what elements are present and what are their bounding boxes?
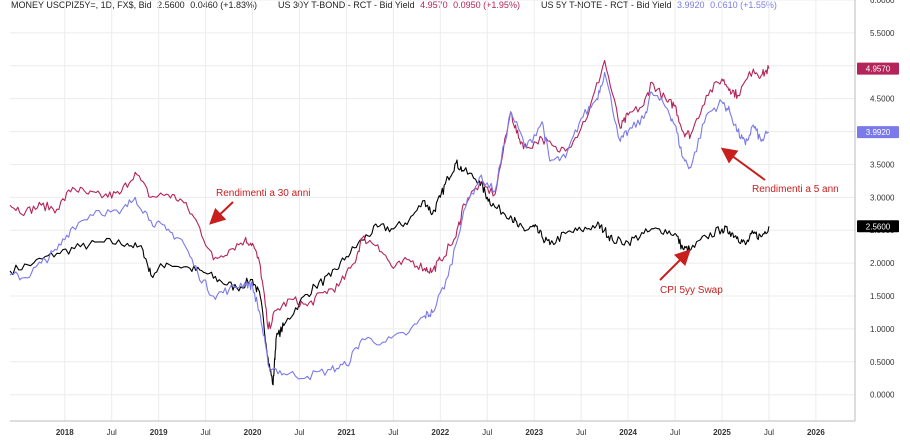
x-axis: 2018 Jul 2019 Jul 2020 Jul 2021 Jul 2022 Jul 2023 J… bbox=[10, 420, 855, 437]
annotation-cpi: CPI 5yy Swap bbox=[660, 285, 723, 296]
x-tick-label: Jul bbox=[200, 428, 210, 437]
last-value-tag-2 bbox=[857, 126, 899, 139]
series-line-0 bbox=[9, 159, 770, 386]
x-tick-label: Jul bbox=[107, 428, 117, 437]
x-tick-label: 2018 bbox=[56, 428, 74, 437]
y-tick-label: 1.5000 bbox=[870, 292, 895, 301]
series-line-1 bbox=[9, 59, 770, 330]
x-tick-label: Jul bbox=[670, 428, 680, 437]
annotations: Rendimenti a 30 anni Rendimenti a 5 ann CP… bbox=[209, 147, 839, 296]
y-tick-label: 4.5000 bbox=[870, 95, 895, 104]
x-tick-label: Jul bbox=[294, 428, 304, 437]
annotation-cpi-arrow bbox=[659, 249, 691, 281]
x-tick-label: 2020 bbox=[244, 428, 262, 437]
x-tick-label: 2022 bbox=[431, 428, 449, 437]
y-tick-label: 2.0000 bbox=[870, 259, 895, 268]
x-tick-label: Jul bbox=[482, 428, 492, 437]
y-tick-label: 1.0000 bbox=[870, 325, 895, 334]
legend-30y-value: 4.9570 bbox=[420, 0, 448, 10]
y-tick-label: 3.0000 bbox=[870, 193, 895, 202]
x-tick-label: Jul bbox=[388, 428, 398, 437]
x-tick-label: Jul bbox=[576, 428, 586, 437]
last-value-tag-1 bbox=[857, 62, 899, 75]
legend-cpi-value: 2.5600 bbox=[157, 0, 185, 10]
y-tick-label: 0.0000 bbox=[870, 391, 895, 400]
legend-5y-change: 0.0610 (+1.55%) bbox=[710, 0, 777, 10]
y-tick-label: 3.5000 bbox=[870, 160, 895, 169]
annotation-5y-arrow bbox=[720, 147, 766, 181]
x-tick-label: Jul bbox=[764, 428, 774, 437]
x-tick-label: 2024 bbox=[619, 428, 637, 437]
series-lines bbox=[9, 59, 770, 386]
legend-30y-change: 0.0950 (+1.95%) bbox=[453, 0, 520, 10]
last-value-label-0: 2.5600 bbox=[866, 222, 891, 231]
annotation-30y: Rendimenti a 30 anni bbox=[216, 188, 311, 199]
gridlines bbox=[10, 0, 855, 421]
x-tick-label: 2025 bbox=[713, 428, 731, 437]
legend-cpi-label: MONEY USCPIZ5Y=, 1D, FX$, Bid bbox=[11, 0, 152, 10]
legend-5y-label: US 5Y T-NOTE - RCT - Bid Yield bbox=[540, 0, 672, 10]
y-tick-label: 5.5000 bbox=[870, 29, 895, 38]
series-line-2 bbox=[9, 71, 770, 381]
y-axis: 0.00000.50001.00001.50002.00002.50003.00… bbox=[854, 0, 899, 421]
legend-cpi-change: 0.0460 (+1.83%) bbox=[190, 0, 257, 10]
x-tick-label: 2023 bbox=[525, 428, 543, 437]
last-value-tag-0 bbox=[857, 220, 899, 233]
x-tick-label: 2026 bbox=[807, 428, 825, 437]
y-tick-label: 6.0000 bbox=[870, 0, 895, 5]
last-value-label-2: 3.9920 bbox=[866, 128, 891, 137]
annotation-30y-arrow bbox=[209, 201, 234, 225]
annotation-5y: Rendimenti a 5 ann bbox=[752, 184, 839, 195]
y-tick-label: 0.5000 bbox=[870, 358, 895, 367]
x-tick-label: 2021 bbox=[338, 428, 356, 437]
legend-5y-value: 3.9920 bbox=[677, 0, 705, 10]
x-tick-label: 2019 bbox=[150, 428, 168, 437]
last-value-label-1: 4.9570 bbox=[866, 65, 891, 74]
